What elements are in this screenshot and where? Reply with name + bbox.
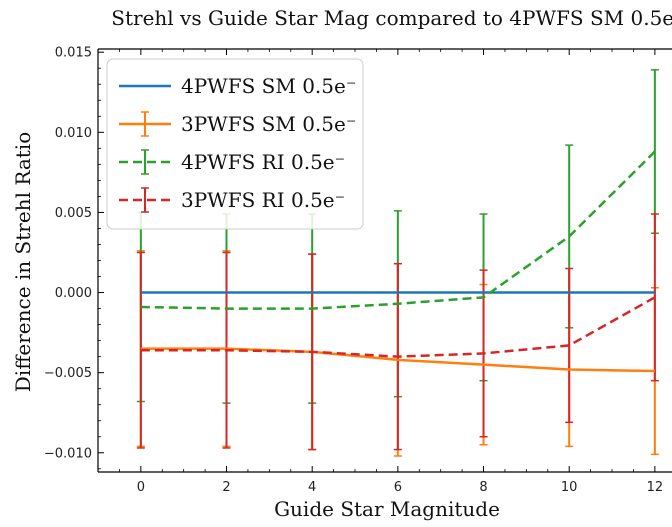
y-tick-label: 0.000 [55, 286, 92, 301]
chart-title: Strehl vs Guide Star Mag compared to 4PW… [111, 6, 672, 30]
x-tick-label: 12 [647, 480, 664, 495]
x-tick-label: 10 [561, 480, 578, 495]
legend-label-2: 4PWFS RI 0.5e⁻ [181, 150, 345, 174]
legend-label-0: 4PWFS SM 0.5e⁻ [181, 74, 356, 98]
legend-label-1: 3PWFS SM 0.5e⁻ [181, 112, 356, 136]
axes: 0 2 4 6 8 10 12 −0.010 −0.005 0.000 0.005 0.010 0.01… [44, 46, 672, 495]
y-tick-label: 0.010 [55, 126, 92, 141]
y-tick-label: 0.005 [55, 206, 92, 221]
x-tick-label: 0 [137, 480, 145, 495]
legend: 4PWFS SM 0.5e⁻ 3PWFS SM 0.5e⁻ 4PWFS RI 0.5… [106, 58, 364, 230]
x-tick-label: 8 [479, 480, 487, 495]
series-line-2 [140, 150, 656, 310]
series-line-3 [140, 296, 656, 358]
y-tick-label: 0.015 [55, 46, 92, 61]
x-axis-label: Guide Star Magnitude [274, 497, 500, 521]
y-tick-label: −0.005 [44, 366, 92, 381]
series-line-1 [140, 347, 655, 373]
y-axis-label: Difference in Strehl Ratio [11, 132, 35, 392]
x-tick-label: 4 [308, 480, 316, 495]
x-tick-label: 2 [222, 480, 230, 495]
legend-box [106, 58, 364, 230]
legend-label-3: 3PWFS RI 0.5e⁻ [181, 188, 345, 212]
y-tick-label: −0.010 [44, 446, 92, 461]
x-tick-label: 6 [394, 480, 402, 495]
